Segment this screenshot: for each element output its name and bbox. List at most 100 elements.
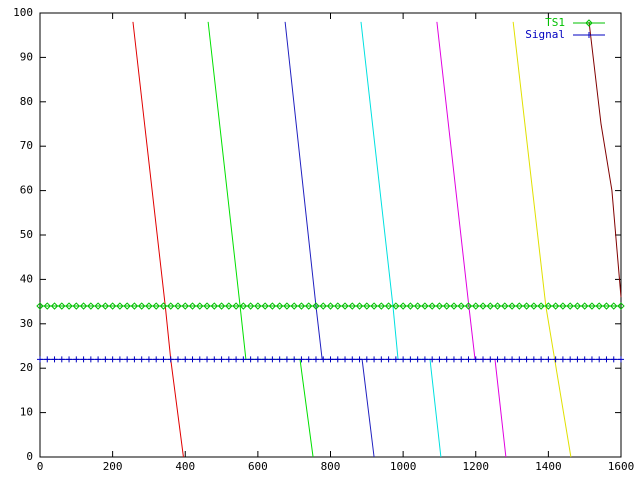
point [581, 356, 588, 363]
point [73, 356, 80, 363]
point [305, 302, 313, 310]
point [145, 302, 153, 310]
point [50, 302, 59, 310]
point [108, 302, 117, 310]
point [65, 302, 73, 310]
y-tick-label: 10 [20, 406, 33, 419]
point [174, 356, 181, 363]
x-tick-label: 400 [175, 460, 195, 473]
point [37, 356, 43, 363]
point [406, 302, 415, 310]
point [414, 356, 421, 363]
point [515, 302, 524, 310]
point [371, 356, 378, 363]
data-line [284, 21, 375, 458]
point [588, 356, 595, 363]
point [392, 356, 399, 363]
point [233, 356, 240, 363]
point [421, 356, 428, 363]
point [44, 356, 51, 363]
x-tick-label: 0 [37, 460, 44, 473]
point [58, 302, 66, 310]
point [596, 356, 603, 363]
point [334, 356, 341, 363]
point [269, 356, 276, 363]
point [465, 356, 472, 363]
point [276, 356, 283, 363]
point [116, 356, 123, 363]
point [167, 356, 174, 363]
point [567, 356, 574, 363]
point [603, 356, 610, 363]
point [159, 302, 168, 310]
point [203, 302, 211, 310]
point [436, 356, 443, 363]
point [51, 356, 58, 363]
point [152, 302, 160, 310]
point [493, 302, 502, 310]
point [291, 356, 298, 363]
point [509, 356, 516, 363]
point [356, 356, 363, 363]
point [355, 302, 364, 310]
point [580, 302, 589, 310]
data-line [207, 21, 314, 458]
point [196, 302, 204, 310]
point [385, 356, 392, 363]
point [312, 356, 319, 363]
point [450, 302, 458, 310]
point [36, 302, 44, 310]
point [559, 302, 567, 310]
x-tick-label: 600 [248, 460, 268, 473]
x-tick-label: 1200 [463, 460, 490, 473]
point [551, 302, 560, 310]
point [87, 356, 94, 363]
point [442, 302, 451, 310]
plot-border [39, 12, 622, 458]
legend-marker [586, 32, 592, 38]
point [298, 356, 305, 363]
data-line [588, 21, 622, 298]
point [247, 356, 254, 363]
point [450, 356, 457, 363]
point [349, 356, 356, 363]
point [130, 302, 139, 310]
point [254, 302, 262, 310]
point [290, 302, 298, 310]
point [246, 302, 255, 310]
point [153, 356, 160, 363]
point [218, 356, 225, 363]
x-tick-label: 1000 [390, 460, 417, 473]
point [566, 302, 574, 310]
point [167, 302, 175, 310]
point [182, 356, 189, 363]
point [254, 356, 261, 363]
point [610, 302, 618, 310]
legend-marker [585, 19, 593, 27]
x-tick-label: 1400 [535, 460, 562, 473]
point [370, 302, 378, 310]
point [479, 302, 487, 310]
point [348, 302, 356, 310]
point [610, 356, 617, 363]
point [458, 356, 465, 363]
point [102, 356, 109, 363]
point [545, 356, 552, 363]
point [501, 302, 509, 310]
point [123, 302, 131, 310]
point [508, 302, 516, 310]
point [225, 302, 233, 310]
point [530, 356, 537, 363]
point [145, 356, 152, 363]
data-line [360, 21, 442, 458]
y-tick-label: 60 [20, 184, 33, 197]
point [101, 302, 110, 310]
y-tick-label: 30 [20, 317, 33, 330]
y-tick-label: 40 [20, 272, 33, 285]
point [95, 356, 102, 363]
point [283, 356, 290, 363]
point [94, 302, 102, 310]
point [480, 356, 487, 363]
point [327, 356, 334, 363]
point [174, 302, 182, 310]
